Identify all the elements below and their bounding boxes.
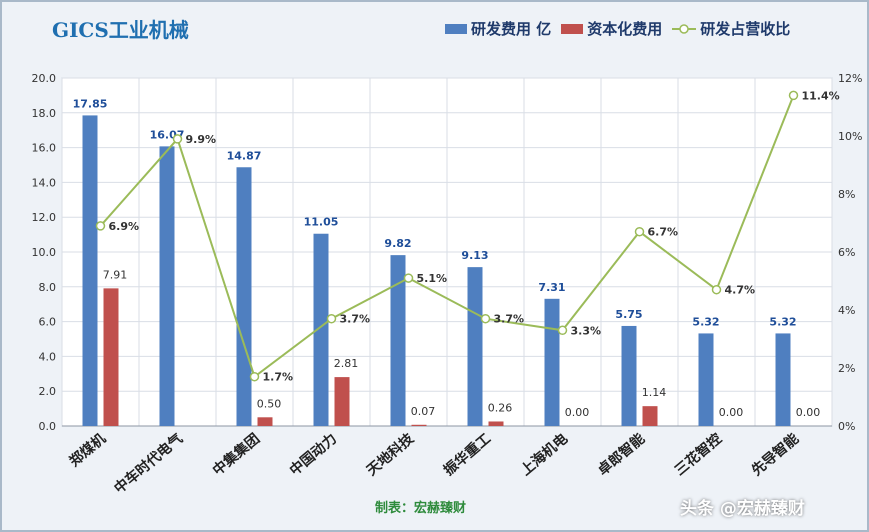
line-ratio [99,95,795,379]
data-label-ratio: 5.1% [417,272,448,285]
bar-rd-expense [775,333,791,426]
y-left-tick-label: 6.0 [39,316,57,329]
data-label-rd-expense: 5.75 [615,308,642,321]
data-label-rd-expense: 17.85 [73,97,108,110]
data-label-rd-expense: 14.87 [227,149,262,162]
data-label-rd-expense: 5.32 [769,315,796,328]
data-label-capitalized: 0.00 [565,406,590,419]
chart-footer-credit: 制表：宏赫臻财 [375,501,467,516]
bar-rd-expense [698,333,714,426]
legend-item-rd-expense: 研发费用 亿 [445,18,551,39]
data-label-ratio: 6.7% [648,226,679,239]
bar-capitalized [103,288,119,426]
legend-swatch-blue [445,23,467,34]
y-left-tick-label: 4.0 [39,350,57,363]
x-category-label: 中国动力 [286,430,340,479]
data-label-capitalized: 2.81 [334,357,359,370]
y-left-tick-label: 12.0 [32,211,57,224]
y-right-tick-label: 8% [838,188,855,201]
point-ratio [634,226,645,237]
data-label-capitalized: 7.91 [103,268,128,281]
bar-rd-expense [82,115,98,426]
x-category-label: 振华重工 [440,430,494,479]
x-category-label: 上海机电 [517,430,571,479]
bar-capitalized [642,406,658,426]
data-label-capitalized: 0.00 [719,406,744,419]
watermark: 头条 @宏赫臻财 [680,499,805,519]
y-right-tick-label: 6% [838,246,855,259]
chart-legend: 研发费用 亿 资本化费用 研发占营收比 [445,18,790,39]
point-ratio [788,90,799,101]
bar-capitalized [257,417,273,426]
chart-title: GICS工业机械 [52,18,189,42]
y-left-tick-label: 14.0 [32,176,57,189]
data-label-ratio: 3.3% [571,324,602,337]
data-label-capitalized: 0.07 [411,405,436,418]
y-right-tick-label: 12% [838,72,862,85]
point-ratio [326,313,337,324]
bar-capitalized [334,377,350,426]
legend-label-ratio: 研发占营收比 [700,20,791,38]
y-left-tick-label: 2.0 [39,385,57,398]
bar-rd-expense [313,233,329,426]
y-right-tick-label: 0% [838,420,855,433]
data-label-ratio: 3.7% [340,313,371,326]
bar-rd-expense [621,325,637,426]
legend-item-ratio: 研发占营收比 [672,18,790,39]
legend-swatch-red [561,23,584,34]
legend-item-capitalized: 资本化费用 [561,18,662,39]
data-label-ratio: 4.7% [725,284,756,297]
data-label-capitalized: 0.26 [488,401,513,414]
data-label-ratio: 11.4% [802,89,840,102]
point-ratio [172,134,183,144]
point-ratio [480,313,491,324]
y-left-tick-label: 10.0 [32,246,57,259]
data-label-rd-expense: 5.32 [692,315,719,328]
bar-capitalized [411,424,427,426]
point-ratio [711,284,722,295]
bar-rd-expense [390,255,406,426]
data-label-rd-expense: 11.05 [304,216,339,229]
x-category-label: 中车时代电气 [111,430,186,497]
y-left-tick-label: 8.0 [39,281,57,294]
legend-line-marker-icon [672,23,697,34]
data-label-capitalized: 1.14 [642,386,667,399]
x-category-label: 三花智控 [671,430,725,479]
data-label-ratio: 9.9% [186,133,217,146]
data-label-rd-expense: 9.82 [384,237,411,250]
data-label-rd-expense: 7.31 [538,281,565,294]
y-right-tick-label: 2% [838,362,855,375]
y-left-tick-label: 16.0 [32,142,57,155]
point-ratio [557,325,568,336]
x-category-label: 中集集团 [209,430,263,479]
point-ratio [249,371,260,382]
legend-label-rd-expense: 研发费用 亿 [471,20,552,38]
y-right-tick-label: 10% [838,130,862,143]
bar-rd-expense [544,298,560,426]
x-category-label: 郑煤机 [66,430,109,470]
y-left-tick-label: 0.0 [39,420,57,433]
y-left-tick-label: 18.0 [32,107,57,120]
data-label-ratio: 1.7% [263,371,294,384]
data-label-capitalized: 0.50 [257,397,282,410]
data-label-capitalized: 0.00 [796,406,821,419]
x-category-label: 先导智能 [748,430,802,479]
x-category-label: 卓郎智能 [594,430,648,479]
bar-rd-expense [236,167,252,426]
x-category-label: 天地科技 [363,429,418,479]
point-ratio [95,221,106,231]
bar-capitalized [488,421,504,426]
legend-label-capitalized: 资本化费用 [587,20,663,38]
point-ratio [403,273,414,283]
y-left-tick-label: 20.0 [32,72,57,85]
data-label-ratio: 3.7% [494,313,525,326]
data-label-ratio: 6.9% [109,220,140,233]
y-right-tick-label: 4% [838,304,855,317]
data-label-rd-expense: 9.13 [461,249,488,262]
bar-rd-expense [467,267,483,426]
bar-rd-expense [159,146,175,426]
